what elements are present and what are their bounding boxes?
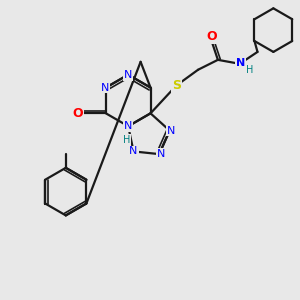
Text: O: O: [207, 30, 217, 43]
Text: O: O: [73, 107, 83, 120]
Text: H: H: [122, 135, 130, 145]
Text: H: H: [246, 65, 253, 75]
Text: N: N: [124, 70, 132, 80]
Text: N: N: [101, 82, 109, 93]
Text: S: S: [172, 79, 181, 92]
Text: N: N: [236, 58, 245, 68]
Text: N: N: [167, 126, 175, 136]
Text: N: N: [129, 146, 138, 156]
Text: N: N: [157, 149, 165, 159]
Text: N: N: [124, 121, 132, 131]
